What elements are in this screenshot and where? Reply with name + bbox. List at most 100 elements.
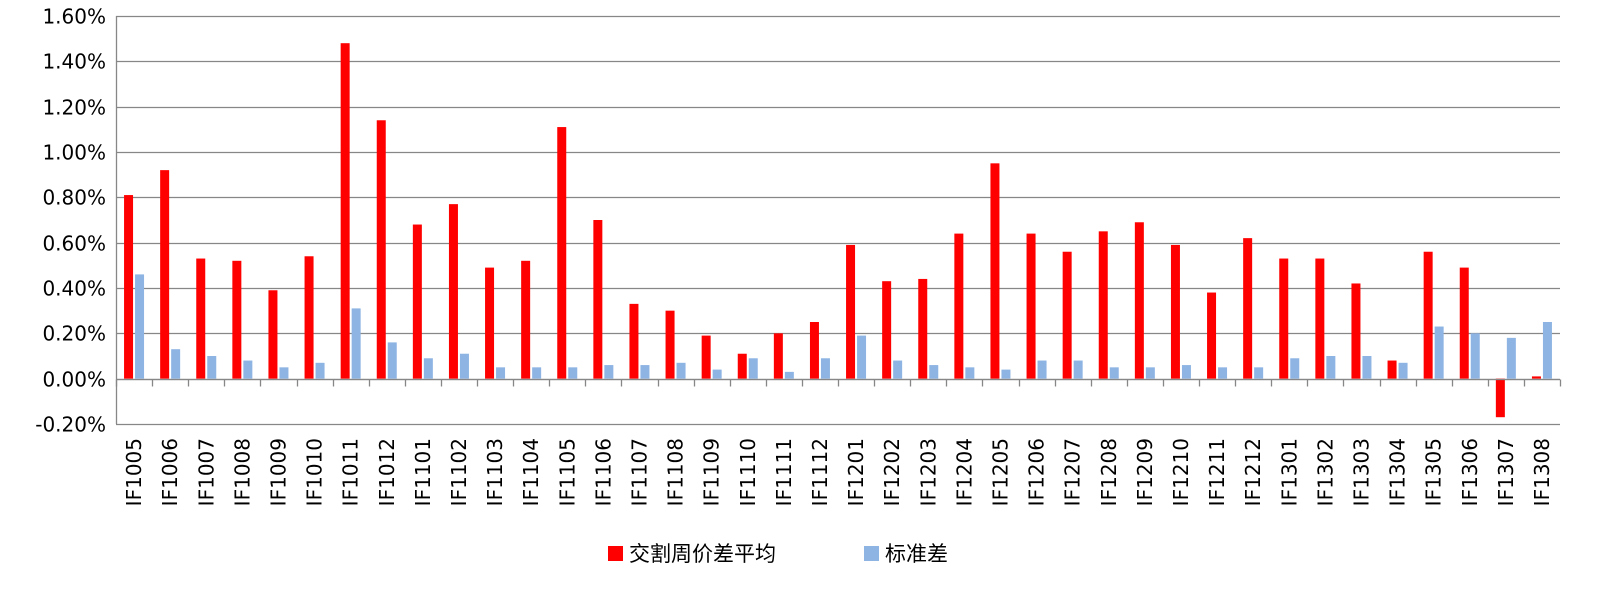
bar-std-dev [315,362,325,379]
x-tick-label: IF1205 [988,438,1012,506]
bar-std-dev [1362,356,1372,379]
bar-delivery-spread-avg [160,170,170,379]
axes [115,16,1562,424]
x-tick-label: IF1304 [1386,438,1410,506]
x-tick-label: IF1108 [664,438,688,506]
x-tick-label: IF1210 [1169,438,1193,506]
bar-delivery-spread-avg [1423,251,1433,379]
bars [124,43,1552,418]
bar-std-dev [423,358,433,379]
bar-std-dev [1434,326,1444,379]
bar-delivery-spread-avg [232,260,242,379]
bar-delivery-spread-avg [593,220,603,379]
bar-std-dev [171,349,181,379]
x-tick-label: IF1307 [1494,438,1518,506]
x-tick-label: IF1305 [1422,438,1446,506]
bar-std-dev [965,367,975,379]
x-tick-label: IF1007 [194,438,218,506]
bar-std-dev [712,369,722,379]
bar-std-dev [1290,358,1300,379]
x-tick-label: IF1005 [122,438,146,506]
bar-std-dev [676,362,686,379]
bar-delivery-spread-avg [701,335,711,379]
bar-std-dev [1218,367,1228,379]
bar-std-dev [929,365,939,379]
x-tick-label: IF1202 [880,438,904,506]
bar-std-dev [1073,360,1083,379]
x-tick-label: IF1012 [375,438,399,506]
x-tick-label: IF1106 [591,438,615,506]
x-tick-label: IF1306 [1458,438,1482,506]
x-tick-label: IF1206 [1025,438,1049,506]
bar-std-dev [1254,367,1264,379]
bar-std-dev [1181,365,1191,379]
x-tick-label: IF1008 [230,438,254,506]
bar-std-dev [748,358,758,379]
x-tick-label: IF1104 [519,438,543,506]
bar-delivery-spread-avg [1315,258,1325,379]
bar-std-dev [1145,367,1155,379]
x-tick-label: IF1303 [1349,438,1373,506]
bar-delivery-spread-avg [737,353,747,379]
x-tick-label: IF1207 [1061,438,1085,506]
bar-delivery-spread-avg [1495,378,1505,418]
bar-std-dev [387,342,397,379]
bar-delivery-spread-avg [1098,231,1108,379]
x-tick-label: IF1107 [627,438,651,506]
y-tick-label: 0.40% [42,277,106,301]
x-axis-tick-labels: IF1005 IF1006 IF1007 IF1008 IF1009 IF1010 IF10… [122,438,1554,506]
bar-delivery-spread-avg [1062,251,1072,379]
x-tick-label: IF1301 [1277,438,1301,506]
legend-label-delivery-spread-avg: 交割周价差平均 [629,542,776,566]
bar-delivery-spread-avg [1207,292,1217,379]
bar-std-dev [568,367,578,379]
y-tick-label: 0.80% [42,186,106,210]
bar-delivery-spread-avg [340,43,350,379]
bar-delivery-spread-avg [557,127,567,379]
x-tick-label: IF1204 [952,438,976,506]
bar-delivery-spread-avg [448,204,458,379]
x-tick-label: IF1009 [266,438,290,506]
bar-std-dev [1037,360,1047,379]
bar-std-dev [893,360,903,379]
legend-label-std-dev: 标准差 [885,542,948,566]
y-tick-label: 0.20% [42,322,106,346]
x-tick-label: IF1111 [772,438,796,506]
x-tick-label: IF1109 [700,438,724,506]
bar-delivery-spread-avg [485,267,495,379]
bar-delivery-spread-avg [773,333,783,379]
x-tick-label: IF1110 [736,438,760,506]
bar-delivery-spread-avg [376,120,386,379]
bar-delivery-spread-avg [629,303,639,379]
y-tick-label: 1.40% [42,50,106,74]
x-tick-label: IF1302 [1313,438,1337,506]
bar-delivery-spread-avg [1459,267,1469,379]
bar-std-dev [135,274,145,379]
x-tick-label: IF1201 [844,438,868,506]
x-tick-label: IF1006 [158,438,182,506]
bar-std-dev [857,335,867,379]
legend: 交割周价差平均 标准差 [608,542,948,566]
bar-delivery-spread-avg [1170,244,1180,379]
gridlines [116,15,1560,426]
x-tick-label: IF1102 [447,438,471,506]
bar-delivery-spread-avg [990,163,1000,379]
bar-delivery-spread-avg [521,260,531,379]
x-tick-label: IF1308 [1530,438,1554,506]
x-tick-label: IF1209 [1133,438,1157,506]
bar-std-dev [243,360,253,379]
bar-delivery-spread-avg [124,195,134,379]
bar-delivery-spread-avg [304,256,314,379]
x-tick-label: IF1010 [303,438,327,506]
bar-std-dev [1109,367,1119,379]
bar-std-dev [1470,333,1480,379]
bar-delivery-spread-avg [196,258,206,379]
bar-std-dev [496,367,506,379]
y-tick-label: 1.60% [42,5,106,29]
bar-std-dev [1398,362,1408,379]
bar-std-dev [1542,322,1552,379]
x-tick-label: IF1103 [483,438,507,506]
bar-delivery-spread-avg [412,224,422,379]
bar-delivery-spread-avg [846,244,856,379]
